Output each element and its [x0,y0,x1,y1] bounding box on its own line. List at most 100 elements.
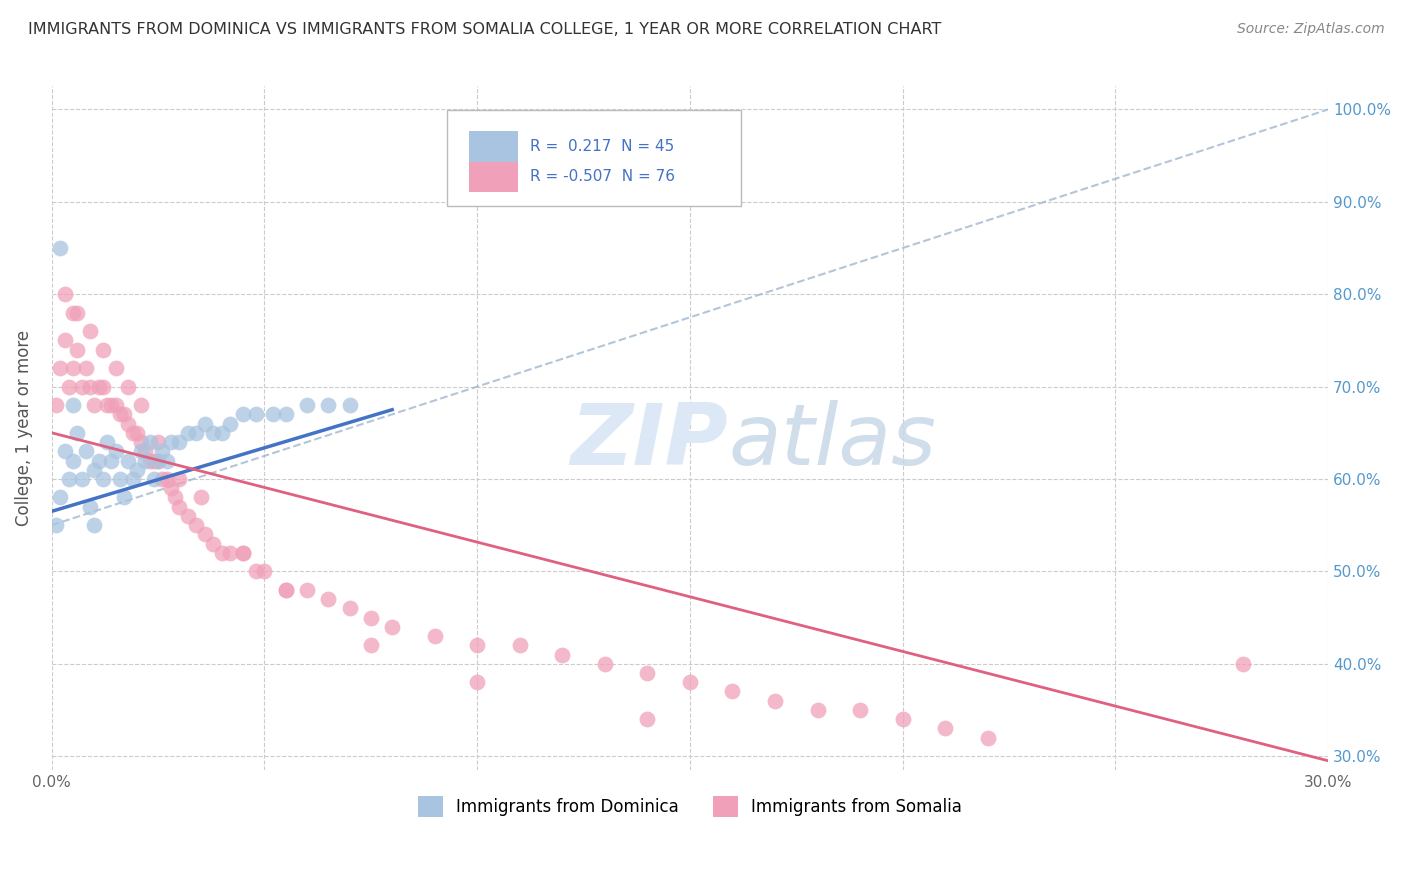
Point [721,684,744,698]
Point [977,731,1000,745]
Point [316,398,339,412]
Point [232,407,254,421]
Point [62,398,84,412]
Y-axis label: College, 1 year or more: College, 1 year or more [15,330,32,526]
Point [211,546,233,560]
Point [551,648,574,662]
Point [121,472,143,486]
Text: Source: ZipAtlas.com: Source: ZipAtlas.com [1237,22,1385,37]
Point [75,361,97,376]
Point [66,306,89,320]
Point [202,425,225,440]
Point [146,453,169,467]
Point [177,425,200,440]
Point [202,536,225,550]
Point [381,620,404,634]
Point [150,444,173,458]
Point [108,407,131,421]
Point [134,444,156,458]
Point [49,361,72,376]
Point [49,241,72,255]
Point [253,565,276,579]
Point [83,518,105,533]
Point [156,453,179,467]
Point [96,398,118,412]
Point [70,379,93,393]
Point [121,425,143,440]
Point [156,472,179,486]
Point [160,435,183,450]
Point [112,407,135,421]
Point [79,500,101,514]
FancyBboxPatch shape [470,131,517,161]
Point [117,453,139,467]
Point [509,638,531,652]
Point [679,675,702,690]
Point [142,453,165,467]
Text: ZIP: ZIP [571,401,728,483]
Point [295,582,318,597]
Point [129,444,152,458]
Point [62,361,84,376]
Point [423,629,446,643]
Point [58,472,80,486]
Point [83,398,105,412]
Text: IMMIGRANTS FROM DOMINICA VS IMMIGRANTS FROM SOMALIA COLLEGE, 1 YEAR OR MORE CORR: IMMIGRANTS FROM DOMINICA VS IMMIGRANTS F… [28,22,942,37]
Point [295,398,318,412]
Point [245,407,267,421]
Point [75,444,97,458]
Point [160,481,183,495]
Point [138,453,160,467]
Point [142,472,165,486]
Point [87,379,110,393]
Point [45,518,67,533]
Point [339,398,361,412]
Point [49,491,72,505]
Point [245,565,267,579]
Point [104,398,127,412]
Point [1232,657,1254,671]
Point [108,472,131,486]
Point [636,665,658,680]
Point [79,324,101,338]
Text: R =  0.217  N = 45: R = 0.217 N = 45 [530,138,675,153]
Point [91,379,114,393]
Point [190,491,212,505]
Point [169,500,191,514]
Point [165,491,187,505]
Point [219,417,242,431]
Point [125,425,148,440]
FancyBboxPatch shape [447,111,741,206]
Point [219,546,242,560]
Point [194,417,217,431]
Point [79,379,101,393]
Point [53,287,76,301]
Point [891,712,914,726]
Point [186,425,208,440]
Point [66,343,89,357]
FancyBboxPatch shape [470,161,517,193]
Point [112,491,135,505]
Point [593,657,616,671]
Point [45,398,67,412]
Point [274,582,297,597]
Point [66,425,89,440]
Point [465,638,488,652]
Point [117,379,139,393]
Point [146,435,169,450]
Point [104,444,127,458]
Point [53,444,76,458]
Point [134,453,156,467]
Point [138,435,160,450]
Point [274,582,297,597]
Point [169,472,191,486]
Point [104,361,127,376]
Point [83,463,105,477]
Point [87,453,110,467]
Point [360,610,382,624]
Point [360,638,382,652]
Point [763,694,786,708]
Point [262,407,284,421]
Point [58,379,80,393]
Point [150,472,173,486]
